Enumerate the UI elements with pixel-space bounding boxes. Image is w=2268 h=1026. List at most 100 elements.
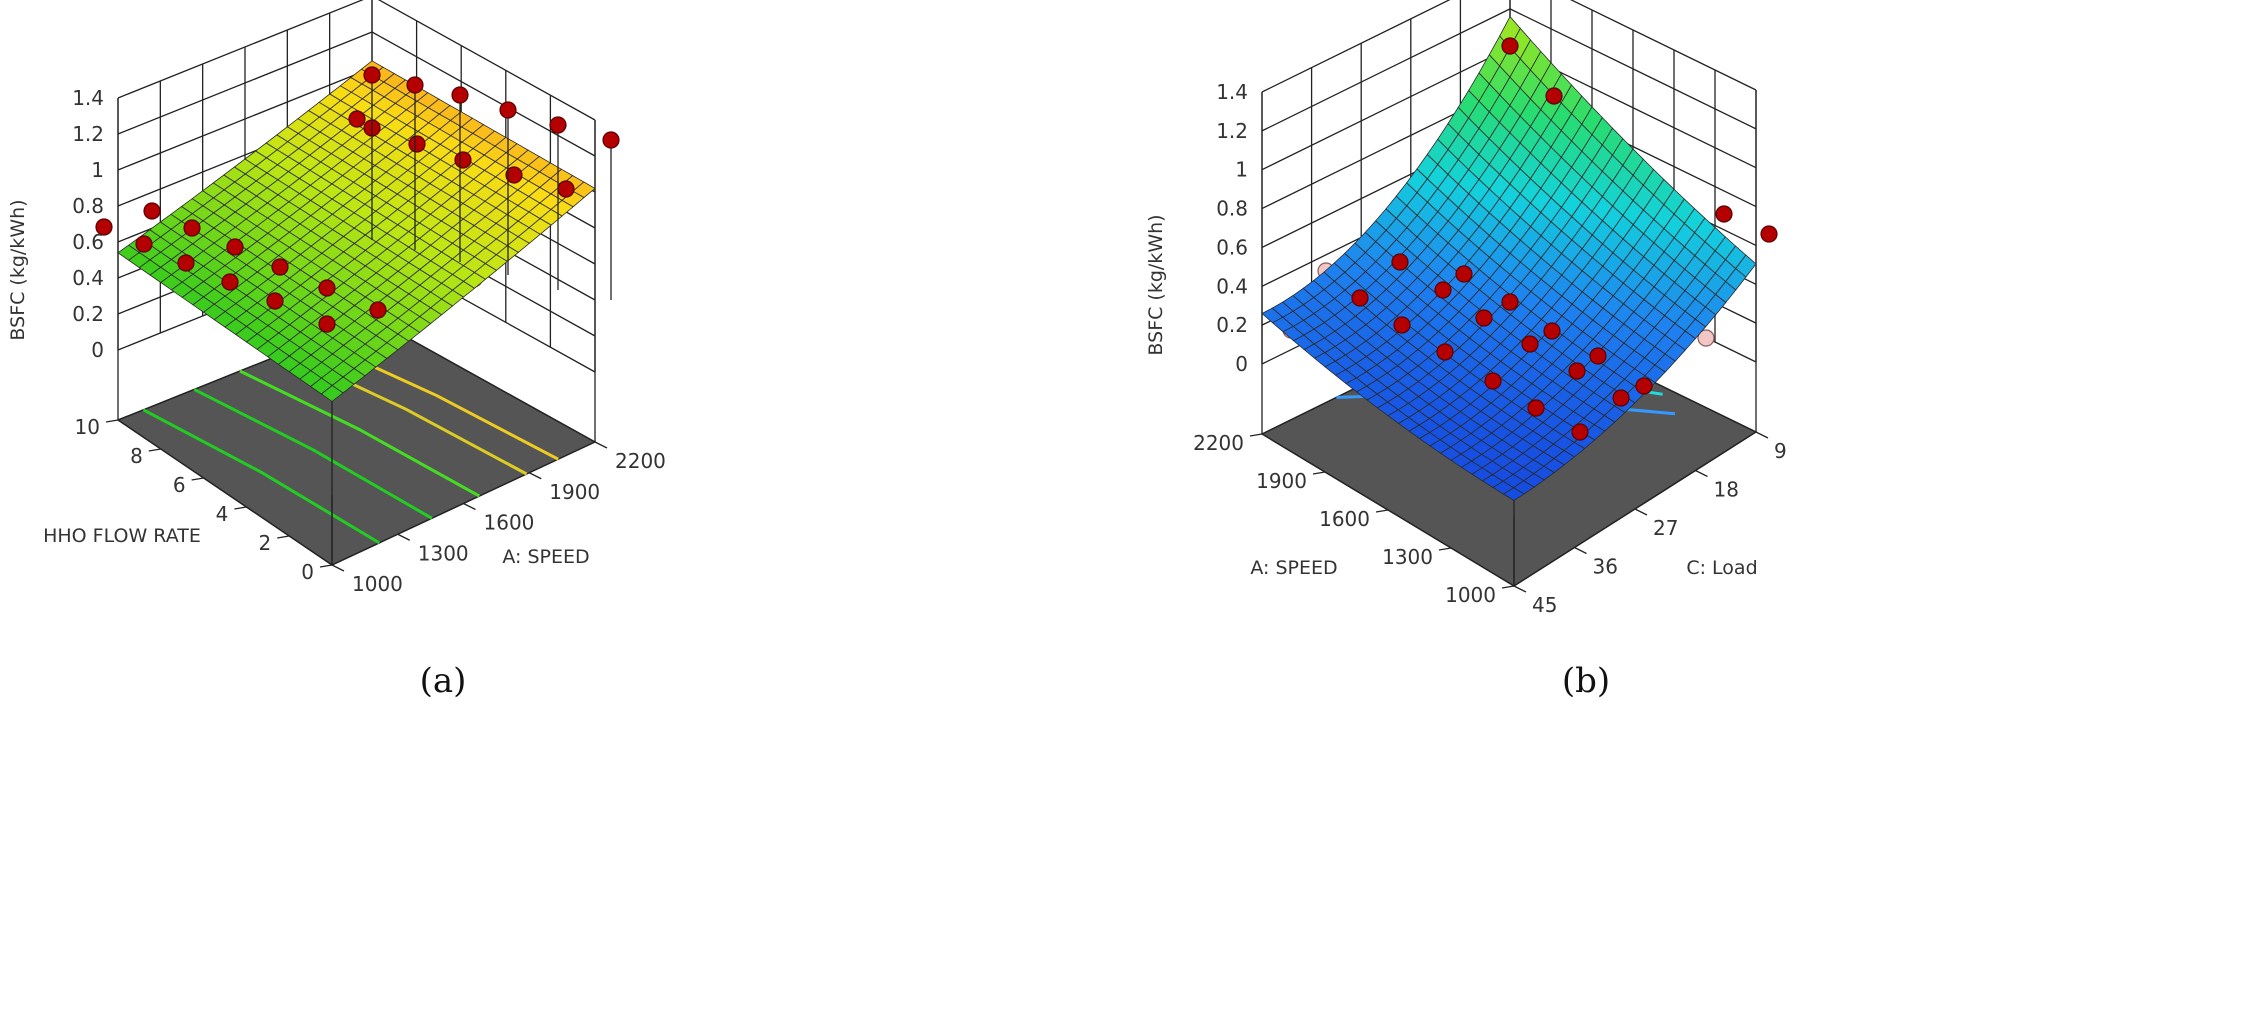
x-tick-label: 1000 — [352, 572, 403, 596]
left-wall-grid-hline — [1261, 0, 1451, 93]
y-tick-label: 10 — [75, 415, 100, 439]
design-point-above-surface — [1545, 87, 1563, 105]
axis-tick — [1312, 471, 1326, 475]
x-tick-label: 1300 — [1382, 545, 1433, 569]
design-point-above-surface — [549, 116, 567, 134]
design-point-above-surface — [406, 76, 424, 94]
axis-tick — [234, 506, 247, 510]
design-point-above-surface — [1393, 316, 1411, 334]
design-point-above-surface — [1589, 347, 1607, 365]
axis-tick — [463, 502, 476, 511]
left-wall-grid-hline — [117, 67, 373, 171]
design-point-above-surface — [221, 273, 239, 291]
z-tick-label: 0 — [91, 338, 104, 362]
design-point-above-surface — [1612, 389, 1630, 407]
axis-tick — [1695, 469, 1708, 478]
design-point-above-surface — [1484, 372, 1502, 390]
x-axis-label: A: SPEED — [1250, 557, 1337, 579]
design-point-above-surface — [454, 151, 472, 169]
surface-plot-a: 0 0.2 0.4 0.6 0.8 1 1.2 1.4 BSFC (kg/kWh) 1000 130… — [7, 0, 666, 701]
y-axis-label: HHO FLOW RATE — [43, 525, 201, 547]
axis-tick — [331, 564, 345, 572]
design-point-above-surface — [1455, 265, 1473, 283]
design-point-above-surface — [499, 101, 517, 119]
z-tick-label: 0.8 — [72, 194, 104, 218]
axis-tick — [1249, 433, 1263, 437]
design-point-above-surface — [1501, 37, 1519, 55]
z-tick-label: 0.4 — [72, 266, 104, 290]
y-tick-label: 9 — [1774, 439, 1787, 463]
axis-tick — [319, 564, 333, 568]
design-point-above-surface — [1543, 322, 1561, 340]
z-tick-label: 1.2 — [72, 122, 104, 146]
panel-label: (b) — [1562, 661, 1610, 701]
surface-plot-b: 0 0.2 0.4 0.6 0.8 1 1.2 1.4 BSFC (kg/kWh) 2200 190… — [1145, 0, 1787, 701]
y-tick-label: 4 — [216, 502, 229, 526]
design-point-above-surface — [557, 180, 575, 198]
right-wall-grid-hline — [1570, 0, 1757, 91]
axis-tick — [1375, 509, 1389, 513]
z-tick-label: 0.8 — [1216, 197, 1248, 221]
y-tick-label: 36 — [1593, 555, 1618, 579]
design-point-above-surface — [177, 254, 195, 272]
axis-tick — [148, 448, 161, 452]
design-point-above-surface — [1391, 253, 1409, 271]
design-point-above-surface — [1521, 335, 1539, 353]
design-point-above-surface — [1715, 205, 1733, 223]
left-wall-grid-hline — [117, 31, 373, 135]
design-point-above-surface — [95, 218, 113, 236]
z-tick-label: 0.6 — [72, 230, 104, 254]
response-surface — [1261, 15, 1757, 501]
design-point-above-surface — [1527, 399, 1545, 417]
panel-label: (a) — [420, 661, 467, 701]
z-tick-label: 0.4 — [1216, 274, 1248, 298]
design-point-above-surface — [505, 166, 523, 184]
design-point-above-surface — [1351, 289, 1369, 307]
chart-panel-b: 0 0.2 0.4 0.6 0.8 1 1.2 1.4 BSFC (kg/kWh) 2200 190… — [1134, 0, 2268, 1026]
panel-b-content: 0 0.2 0.4 0.6 0.8 1 1.2 1.4 BSFC (kg/kWh) 2200 190… — [1145, 0, 1787, 701]
design-point-above-surface — [1571, 423, 1589, 441]
design-point-above-surface — [135, 235, 153, 253]
x-tick-label: 1000 — [1445, 583, 1496, 607]
axis-tick — [1634, 508, 1648, 516]
x-axis-label: A: SPEED — [502, 546, 589, 568]
y-tick-label: 45 — [1532, 593, 1557, 617]
axis-tick — [191, 477, 204, 481]
z-tick-label: 0.2 — [72, 302, 104, 326]
left-wall-grid-hline — [117, 0, 364, 99]
x-tick-label: 1900 — [549, 480, 600, 504]
x-tick-label: 1300 — [418, 541, 469, 565]
z-tick-label: 1 — [1235, 158, 1248, 182]
axis-tick — [105, 419, 119, 423]
design-point-above-surface — [1760, 225, 1778, 243]
y-axis-label: C: Load — [1686, 557, 1757, 579]
z-axis-label: BSFC (kg/kWh) — [7, 199, 29, 340]
y-tick-label: 18 — [1714, 478, 1739, 502]
z-tick-label: 1 — [91, 158, 104, 182]
z-axis-label: BSFC (kg/kWh) — [1145, 214, 1167, 355]
axis-tick — [1501, 585, 1515, 589]
left-wall-grid-hline — [1261, 8, 1511, 132]
y-tick-label: 27 — [1653, 516, 1678, 540]
x-tick-label: 2200 — [615, 449, 666, 473]
z-tick-label: 0.6 — [1216, 235, 1248, 259]
design-point-above-surface — [271, 258, 289, 276]
design-point-above-surface — [318, 279, 336, 297]
axis-tick — [528, 472, 542, 480]
axis-tick — [277, 535, 290, 539]
design-point-above-surface — [1568, 362, 1586, 380]
y-tick-label: 8 — [130, 444, 143, 468]
surface-cell — [320, 385, 344, 402]
design-point-above-surface — [408, 135, 426, 153]
axis-tick — [397, 533, 411, 541]
z-tick-label: 0 — [1235, 352, 1248, 376]
right-wall-grid-hline — [377, 0, 596, 121]
design-point-above-surface — [266, 292, 284, 310]
left-wall-grid-hline — [1261, 47, 1511, 171]
floor-contour-2 — [193, 388, 433, 520]
x-tick-label: 1600 — [484, 511, 535, 535]
design-point-above-surface — [318, 315, 336, 333]
design-point-above-surface — [143, 202, 161, 220]
axis-tick — [594, 441, 608, 449]
design-point-above-surface — [1475, 309, 1493, 327]
